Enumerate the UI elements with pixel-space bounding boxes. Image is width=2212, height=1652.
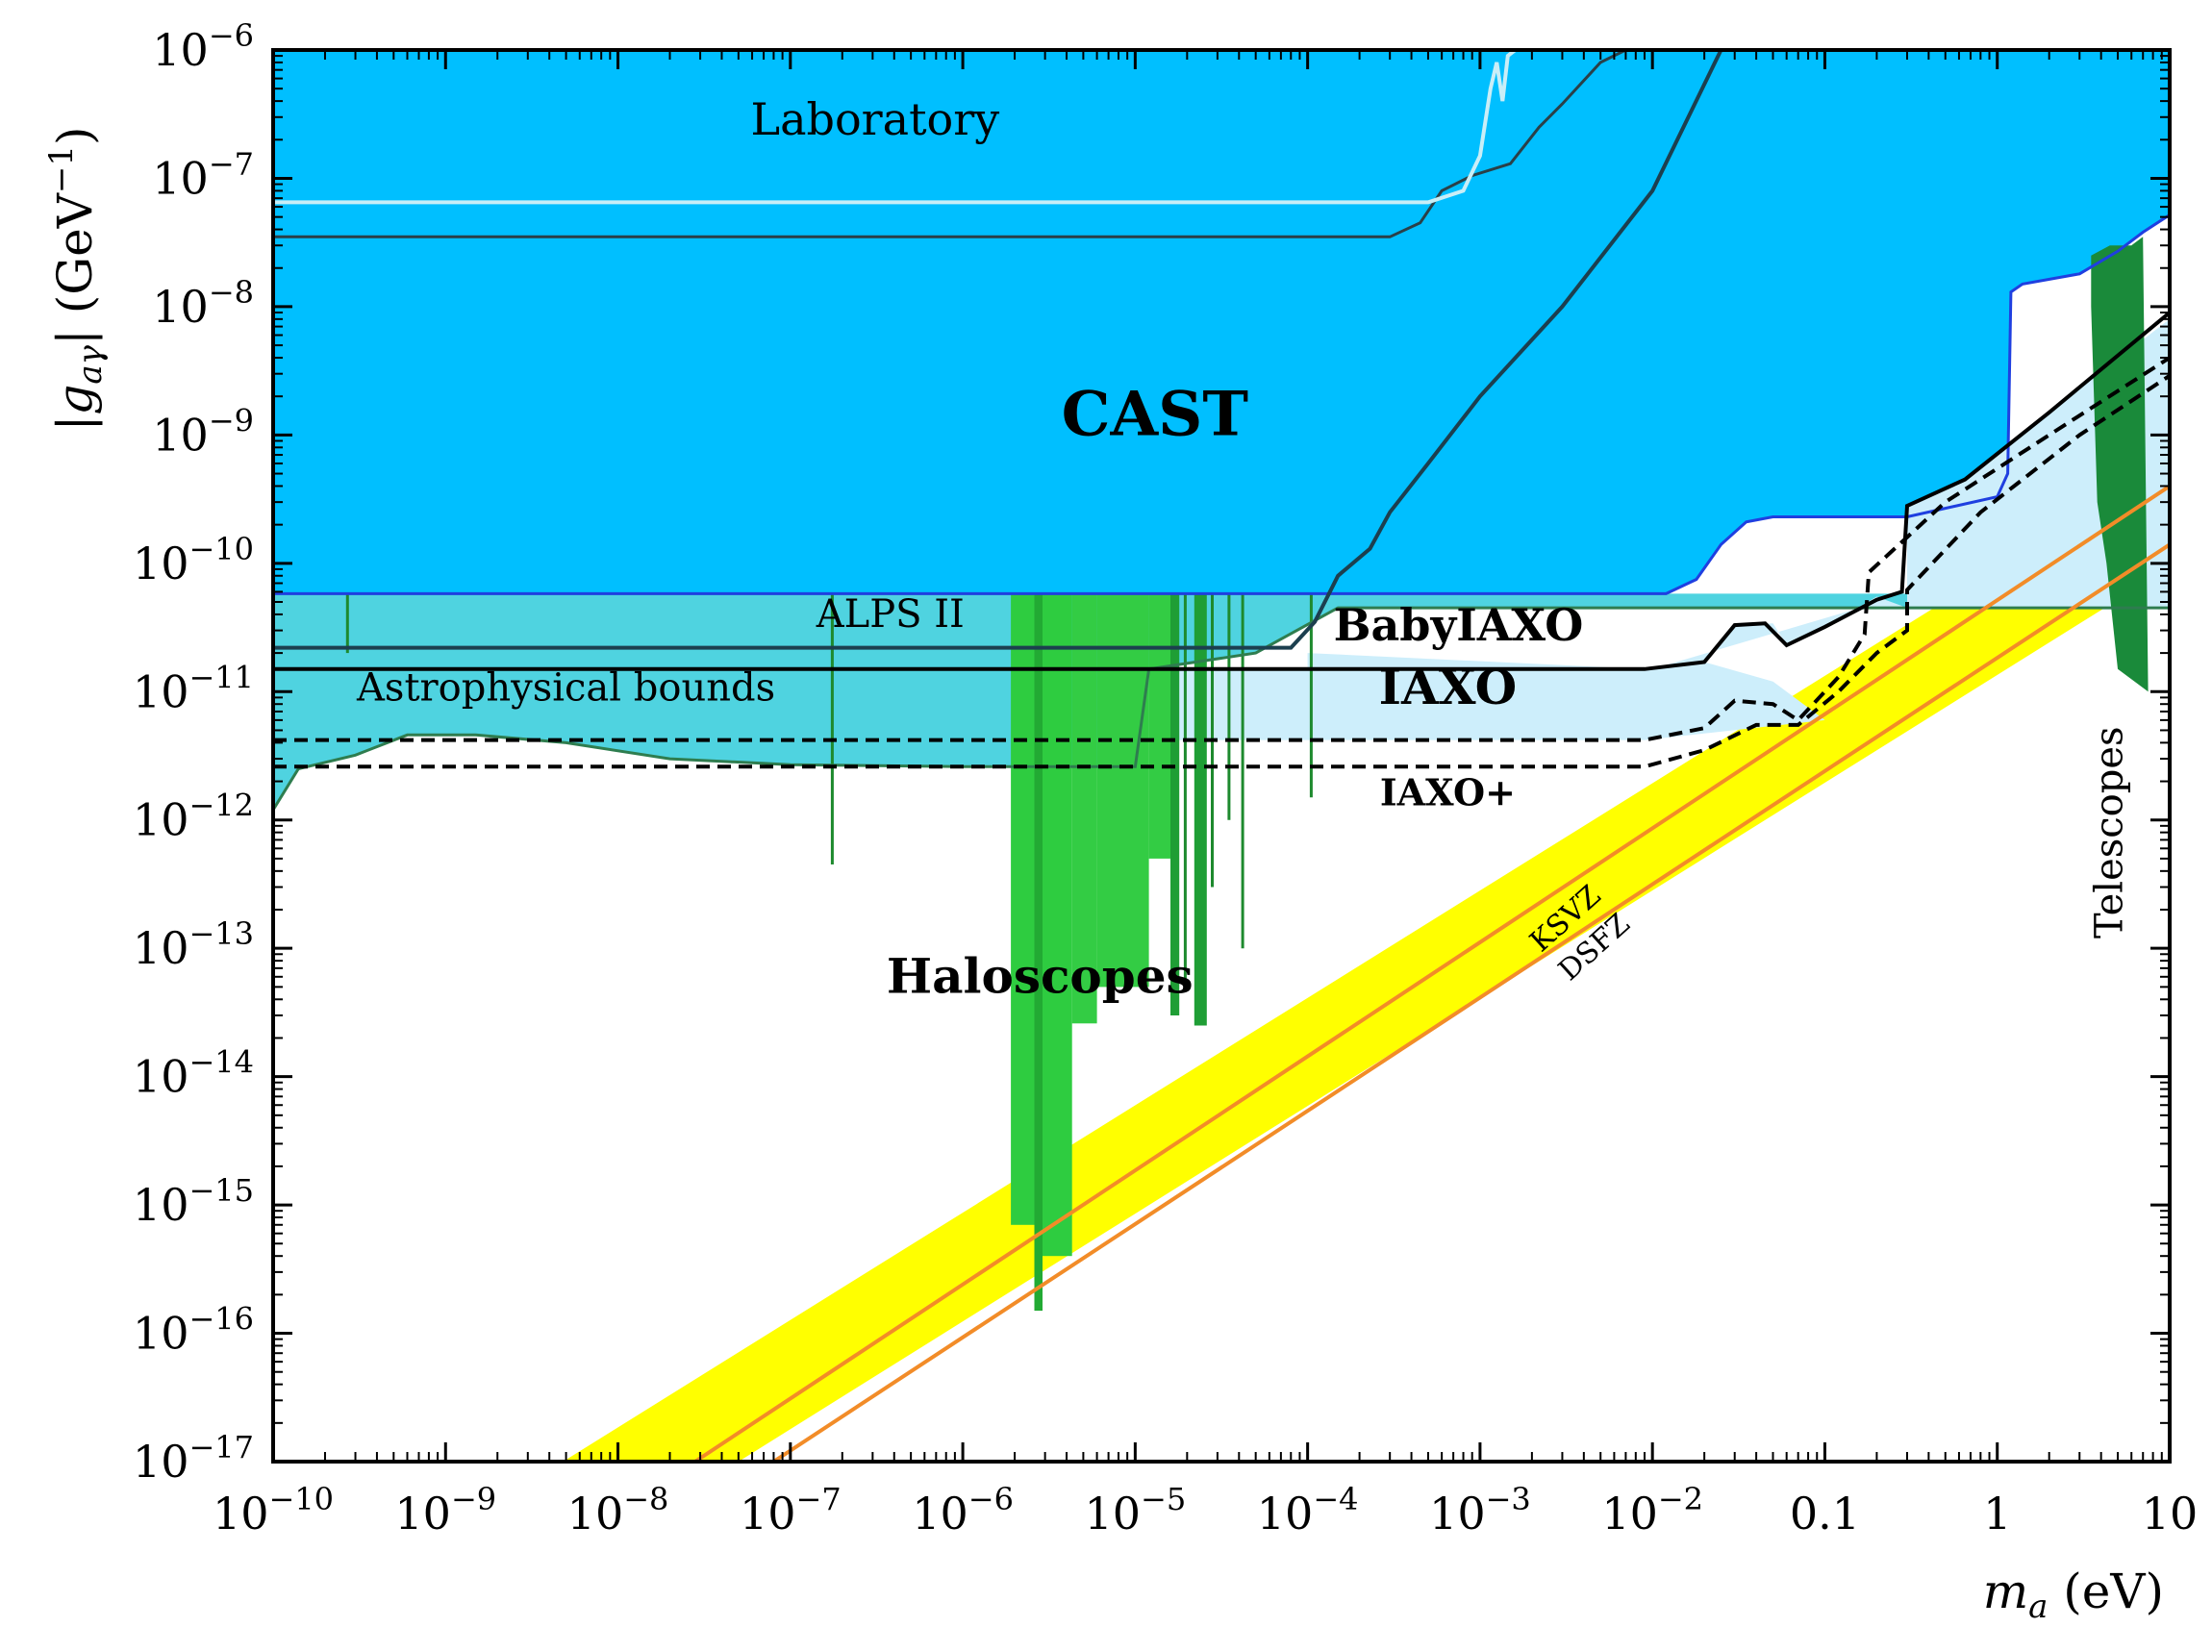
region-telescopes <box>2091 237 2149 692</box>
label-iaxo: IAXO+ <box>1380 771 1516 814</box>
x-tick-label: 10−6 <box>912 1481 1014 1539</box>
y-tick-label: 10−13 <box>133 915 254 974</box>
x-tick-label: 10−7 <box>740 1481 842 1539</box>
y-tick-label: 10−8 <box>152 274 254 333</box>
axis-ticks: 10−10 10−9 10−8 10−7 10−6 10−5 10−4 10−3 10−2 0.1… <box>133 17 2198 1539</box>
label-cast: CAST <box>1062 378 1248 450</box>
label-babyiaxo: BabyIAXO <box>1334 599 1584 651</box>
curve-alps-ii <box>273 50 1723 650</box>
label-telescopes: Telescopes <box>2088 726 2132 939</box>
y-tick-label: 10−16 <box>133 1301 254 1360</box>
y-tick-label: 10−15 <box>133 1172 254 1231</box>
y-tick-label: 10−7 <box>152 145 254 204</box>
y-axis-title: |gaγ| (GeV−1) <box>42 127 110 432</box>
y-tick-label: 10−6 <box>152 17 254 76</box>
haloscope-band <box>1194 593 1207 1026</box>
curve-babyiaxo <box>273 311 2170 671</box>
y-tick-label: 10−10 <box>133 531 254 589</box>
haloscope-band <box>1043 593 1072 1257</box>
region-cast <box>273 50 2170 594</box>
x-tick-label: 10 <box>2142 1488 2199 1539</box>
curve-iaxo <box>273 374 2170 769</box>
haloscope-band <box>1071 593 1097 1024</box>
x-tick-label: 10−2 <box>1601 1481 1703 1539</box>
haloscope-band <box>1148 593 1170 859</box>
curve-laboratory-inner <box>273 50 1517 205</box>
x-tick-label: 10−5 <box>1085 1481 1187 1539</box>
curve-dsfz <box>772 542 2170 1462</box>
x-tick-label: 10−9 <box>394 1481 496 1539</box>
sensitivity-curves <box>273 50 2170 1462</box>
y-tick-label: 10−14 <box>133 1044 254 1103</box>
haloscope-band <box>1170 593 1180 1015</box>
x-tick-label: 0.1 <box>1790 1488 1860 1539</box>
qcd-axion-band <box>563 608 2105 1462</box>
curve-iaxo <box>273 356 2170 742</box>
haloscope-band <box>1096 593 1149 988</box>
label-haloscopes: Haloscopes <box>887 948 1194 1005</box>
label-alps-ii: ALPS II <box>816 592 965 637</box>
cast-boundary <box>273 50 2170 595</box>
label-iaxo: IAXO <box>1379 659 1518 715</box>
label-astrophysical-bounds: Astrophysical bounds <box>356 666 775 711</box>
x-axis-title: ma (eV) <box>1983 1564 2164 1626</box>
y-tick-label: 10−11 <box>133 659 254 717</box>
plot-frame <box>271 48 2172 1464</box>
exclusion-regions <box>273 50 2170 1462</box>
y-tick-label: 10−9 <box>152 402 254 461</box>
laboratory-boundary <box>273 50 1627 238</box>
x-tick-label: 10−3 <box>1429 1481 1531 1539</box>
y-tick-label: 10−12 <box>133 788 254 846</box>
region-babyiaxo <box>1307 318 2170 669</box>
region-iaxo <box>1148 662 1825 740</box>
x-tick-label: 10−8 <box>567 1481 669 1539</box>
y-tick-label: 10−17 <box>133 1429 254 1488</box>
haloscope-band <box>1034 593 1043 1312</box>
x-tick-label: 1 <box>1983 1488 2011 1539</box>
astrophysical-boundary <box>273 606 2170 811</box>
label-laboratory: Laboratory <box>751 93 1000 145</box>
haloscope-band <box>1011 593 1035 1225</box>
curve-ksvz <box>693 484 2170 1462</box>
x-tick-label: 10−4 <box>1257 1481 1359 1539</box>
plot-border <box>271 48 2172 1464</box>
x-tick-label: 10−10 <box>213 1481 334 1539</box>
